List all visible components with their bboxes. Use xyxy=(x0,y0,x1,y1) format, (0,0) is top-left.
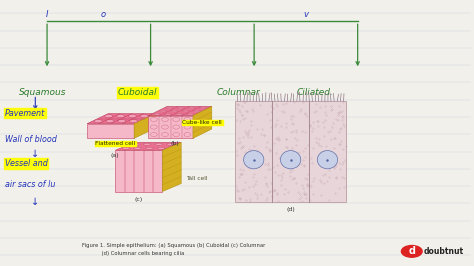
Ellipse shape xyxy=(146,147,153,149)
Ellipse shape xyxy=(187,113,194,115)
Ellipse shape xyxy=(317,151,337,169)
Text: Pavement: Pavement xyxy=(5,109,45,118)
Text: Columnar: Columnar xyxy=(217,88,260,97)
Text: Ciliated.: Ciliated. xyxy=(296,88,333,97)
Polygon shape xyxy=(87,124,134,138)
Ellipse shape xyxy=(244,151,264,169)
Text: Tall cell: Tall cell xyxy=(186,176,208,181)
Ellipse shape xyxy=(118,120,126,123)
Ellipse shape xyxy=(134,147,141,149)
Ellipse shape xyxy=(122,147,130,149)
Ellipse shape xyxy=(281,151,301,169)
Circle shape xyxy=(401,246,422,257)
Ellipse shape xyxy=(129,120,137,123)
Text: Vessel and: Vessel and xyxy=(5,159,47,168)
Ellipse shape xyxy=(177,107,184,109)
Text: Figure 1. Simple epithelium: (a) Squamous (b) Cuboidal (c) Columnar: Figure 1. Simple epithelium: (a) Squamou… xyxy=(82,243,266,248)
Ellipse shape xyxy=(155,143,163,145)
Ellipse shape xyxy=(184,117,191,122)
Bar xyxy=(235,101,346,202)
Ellipse shape xyxy=(182,110,189,112)
Ellipse shape xyxy=(131,143,139,145)
Ellipse shape xyxy=(173,125,180,129)
Ellipse shape xyxy=(193,110,201,112)
Text: o: o xyxy=(101,10,106,19)
Ellipse shape xyxy=(150,125,157,129)
Ellipse shape xyxy=(143,143,151,145)
Text: air sacs of lu: air sacs of lu xyxy=(5,180,55,189)
Ellipse shape xyxy=(117,115,125,118)
Ellipse shape xyxy=(171,110,178,112)
Ellipse shape xyxy=(184,132,191,137)
Text: ↓: ↓ xyxy=(31,149,39,159)
Text: d: d xyxy=(408,246,415,256)
Ellipse shape xyxy=(94,120,102,123)
Text: Flattened cell: Flattened cell xyxy=(95,141,136,146)
Ellipse shape xyxy=(167,143,174,145)
Text: (a): (a) xyxy=(111,153,119,158)
Ellipse shape xyxy=(188,107,195,109)
Ellipse shape xyxy=(176,113,183,115)
Text: Squamous: Squamous xyxy=(19,88,66,97)
Ellipse shape xyxy=(157,147,165,149)
Ellipse shape xyxy=(128,115,137,118)
Ellipse shape xyxy=(150,117,157,122)
Ellipse shape xyxy=(164,113,172,115)
Polygon shape xyxy=(115,142,181,150)
Text: (c): (c) xyxy=(135,197,143,202)
Ellipse shape xyxy=(162,125,168,129)
Ellipse shape xyxy=(106,120,114,123)
Ellipse shape xyxy=(140,115,148,118)
Text: Wall of blood: Wall of blood xyxy=(5,135,56,144)
Ellipse shape xyxy=(173,132,180,137)
Ellipse shape xyxy=(184,125,191,129)
Ellipse shape xyxy=(105,115,113,118)
Text: v: v xyxy=(303,10,309,19)
Polygon shape xyxy=(148,106,212,116)
Text: doubtnut: doubtnut xyxy=(424,247,464,256)
Text: (b): (b) xyxy=(171,141,180,146)
Ellipse shape xyxy=(173,117,180,122)
Text: (d): (d) xyxy=(286,207,295,213)
Ellipse shape xyxy=(162,117,168,122)
Text: (d) Columnar cells bearing cilia: (d) Columnar cells bearing cilia xyxy=(82,251,184,256)
Ellipse shape xyxy=(150,132,157,137)
Polygon shape xyxy=(87,114,155,124)
Text: I: I xyxy=(46,10,48,19)
Polygon shape xyxy=(115,150,163,192)
Polygon shape xyxy=(134,114,155,138)
Ellipse shape xyxy=(200,107,207,109)
Text: Cuboidal: Cuboidal xyxy=(118,88,157,97)
Polygon shape xyxy=(163,142,181,192)
Ellipse shape xyxy=(153,113,161,115)
Polygon shape xyxy=(193,106,212,138)
Ellipse shape xyxy=(166,107,173,109)
Polygon shape xyxy=(148,116,193,138)
Ellipse shape xyxy=(162,132,168,137)
Text: ↓: ↓ xyxy=(31,197,39,207)
Ellipse shape xyxy=(160,110,167,112)
Text: Cube-like cell: Cube-like cell xyxy=(182,120,222,125)
